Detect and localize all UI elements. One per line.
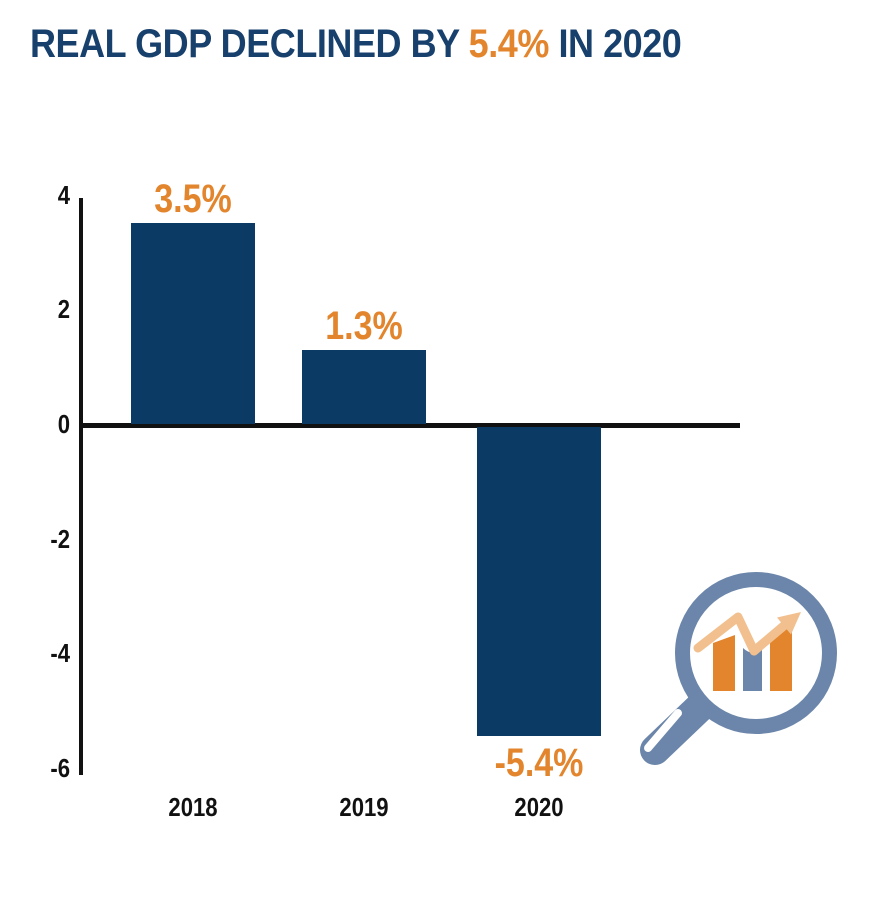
x-category-label-2018: 2018 [168, 792, 218, 822]
value-label-2018: 3.5% [154, 177, 232, 222]
y-tick-label-2: 2 [57, 294, 70, 325]
mini-trend-line [693, 612, 791, 656]
mini-bar-right [770, 626, 792, 691]
value-label-2020: -5.4% [494, 740, 583, 785]
bar-2020 [476, 426, 601, 736]
title-suffix: IN 2020 [548, 22, 682, 66]
y-tick-label-0: 0 [57, 409, 70, 439]
y-tick-label--6: -6 [50, 752, 70, 783]
y-tick-label--2: -2 [50, 523, 70, 554]
title-prefix: REAL GDP DECLINED BY [30, 22, 469, 66]
mini-bar-left [713, 635, 735, 691]
y-axis-line [79, 198, 83, 775]
bar-2018 [131, 223, 255, 424]
magnifier-trend-chart-icon [640, 572, 837, 765]
zero-baseline [79, 423, 740, 428]
magnifier-handle [640, 693, 714, 765]
bar-2019 [302, 349, 426, 424]
page-title: REAL GDP DECLINED BY 5.4% IN 2020 [30, 22, 682, 66]
mini-trend-arrowhead [777, 612, 801, 635]
y-tick-label--4: -4 [50, 638, 70, 669]
x-category-label-2020: 2020 [513, 792, 564, 822]
y-tick-label-4: 4 [57, 179, 70, 210]
x-category-label-2019: 2019 [339, 792, 389, 822]
mini-bar-middle [743, 648, 762, 691]
title-highlight: 5.4% [468, 22, 550, 66]
value-label-2019: 1.3% [325, 303, 403, 348]
mini-bar-chart [693, 612, 801, 691]
magnifier-handle-stripe [644, 709, 682, 752]
